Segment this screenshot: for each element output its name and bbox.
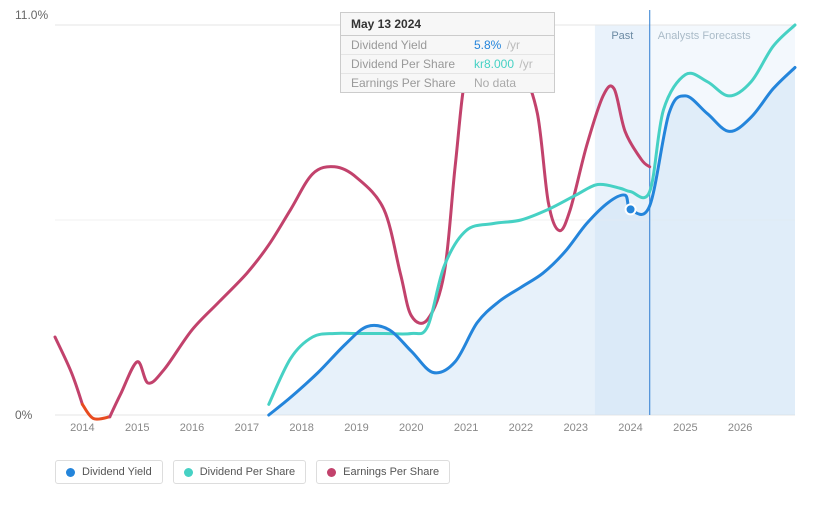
x-tick: 2014: [70, 422, 94, 434]
legend-dot-icon: [184, 468, 193, 477]
tooltip-metric-value: 5.8% /yr: [474, 38, 544, 52]
legend-dot-icon: [327, 468, 336, 477]
x-tick: 2022: [509, 422, 533, 434]
tooltip-metric-label: Dividend Yield: [351, 38, 456, 52]
legend-dot-icon: [66, 468, 75, 477]
svg-text:Analysts Forecasts: Analysts Forecasts: [658, 30, 751, 42]
x-tick: 2025: [673, 422, 697, 434]
chart-legend: Dividend Yield Dividend Per Share Earnings…: [55, 460, 806, 484]
x-tick: 2020: [399, 422, 423, 434]
legend-label: Earnings Per Share: [343, 466, 439, 478]
x-tick: 2021: [454, 422, 478, 434]
tooltip-row: Dividend Yield 5.8% /yr: [341, 36, 554, 55]
x-tick: 2024: [618, 422, 642, 434]
x-tick: 2018: [289, 422, 313, 434]
x-tick: 2019: [344, 422, 368, 434]
svg-text:Past: Past: [611, 30, 633, 42]
legend-item-dividend-per-share[interactable]: Dividend Per Share: [173, 460, 306, 484]
chart-tooltip: May 13 2024 Dividend Yield5.8% /yrDivide…: [340, 12, 555, 93]
plot-area[interactable]: May 13 2024 Dividend Yield5.8% /yrDivide…: [15, 10, 806, 440]
x-tick: 2016: [180, 422, 204, 434]
tooltip-date: May 13 2024: [341, 13, 554, 36]
tooltip-row: Earnings Per Share No data: [341, 74, 554, 92]
legend-item-dividend-yield[interactable]: Dividend Yield: [55, 460, 163, 484]
legend-item-earnings-per-share[interactable]: Earnings Per Share: [316, 460, 450, 484]
tooltip-rows: Dividend Yield 5.8% /yr Dividend Per Share…: [341, 36, 554, 92]
x-tick: 2015: [125, 422, 149, 434]
x-tick: 2026: [728, 422, 752, 434]
tooltip-metric-label: Dividend Per Share: [351, 57, 456, 71]
tooltip-row: Dividend Per Share kr8.000 /yr: [341, 55, 554, 74]
y-tick-max: 11.0%: [15, 8, 48, 22]
x-axis-labels: 2014 2015 2016 2017 2018 2019 2020 2021 2022 2023…: [55, 422, 795, 440]
x-tick: 2023: [563, 422, 587, 434]
legend-label: Dividend Yield: [82, 466, 152, 478]
tooltip-metric-value: kr8.000 /yr: [474, 57, 544, 71]
x-tick: 2017: [235, 422, 259, 434]
legend-label: Dividend Per Share: [200, 466, 295, 478]
y-tick-zero: 0%: [15, 408, 32, 422]
dividend-chart: May 13 2024 Dividend Yield5.8% /yrDivide…: [0, 0, 821, 508]
tooltip-metric-value: No data: [474, 76, 544, 90]
tooltip-metric-label: Earnings Per Share: [351, 76, 456, 90]
